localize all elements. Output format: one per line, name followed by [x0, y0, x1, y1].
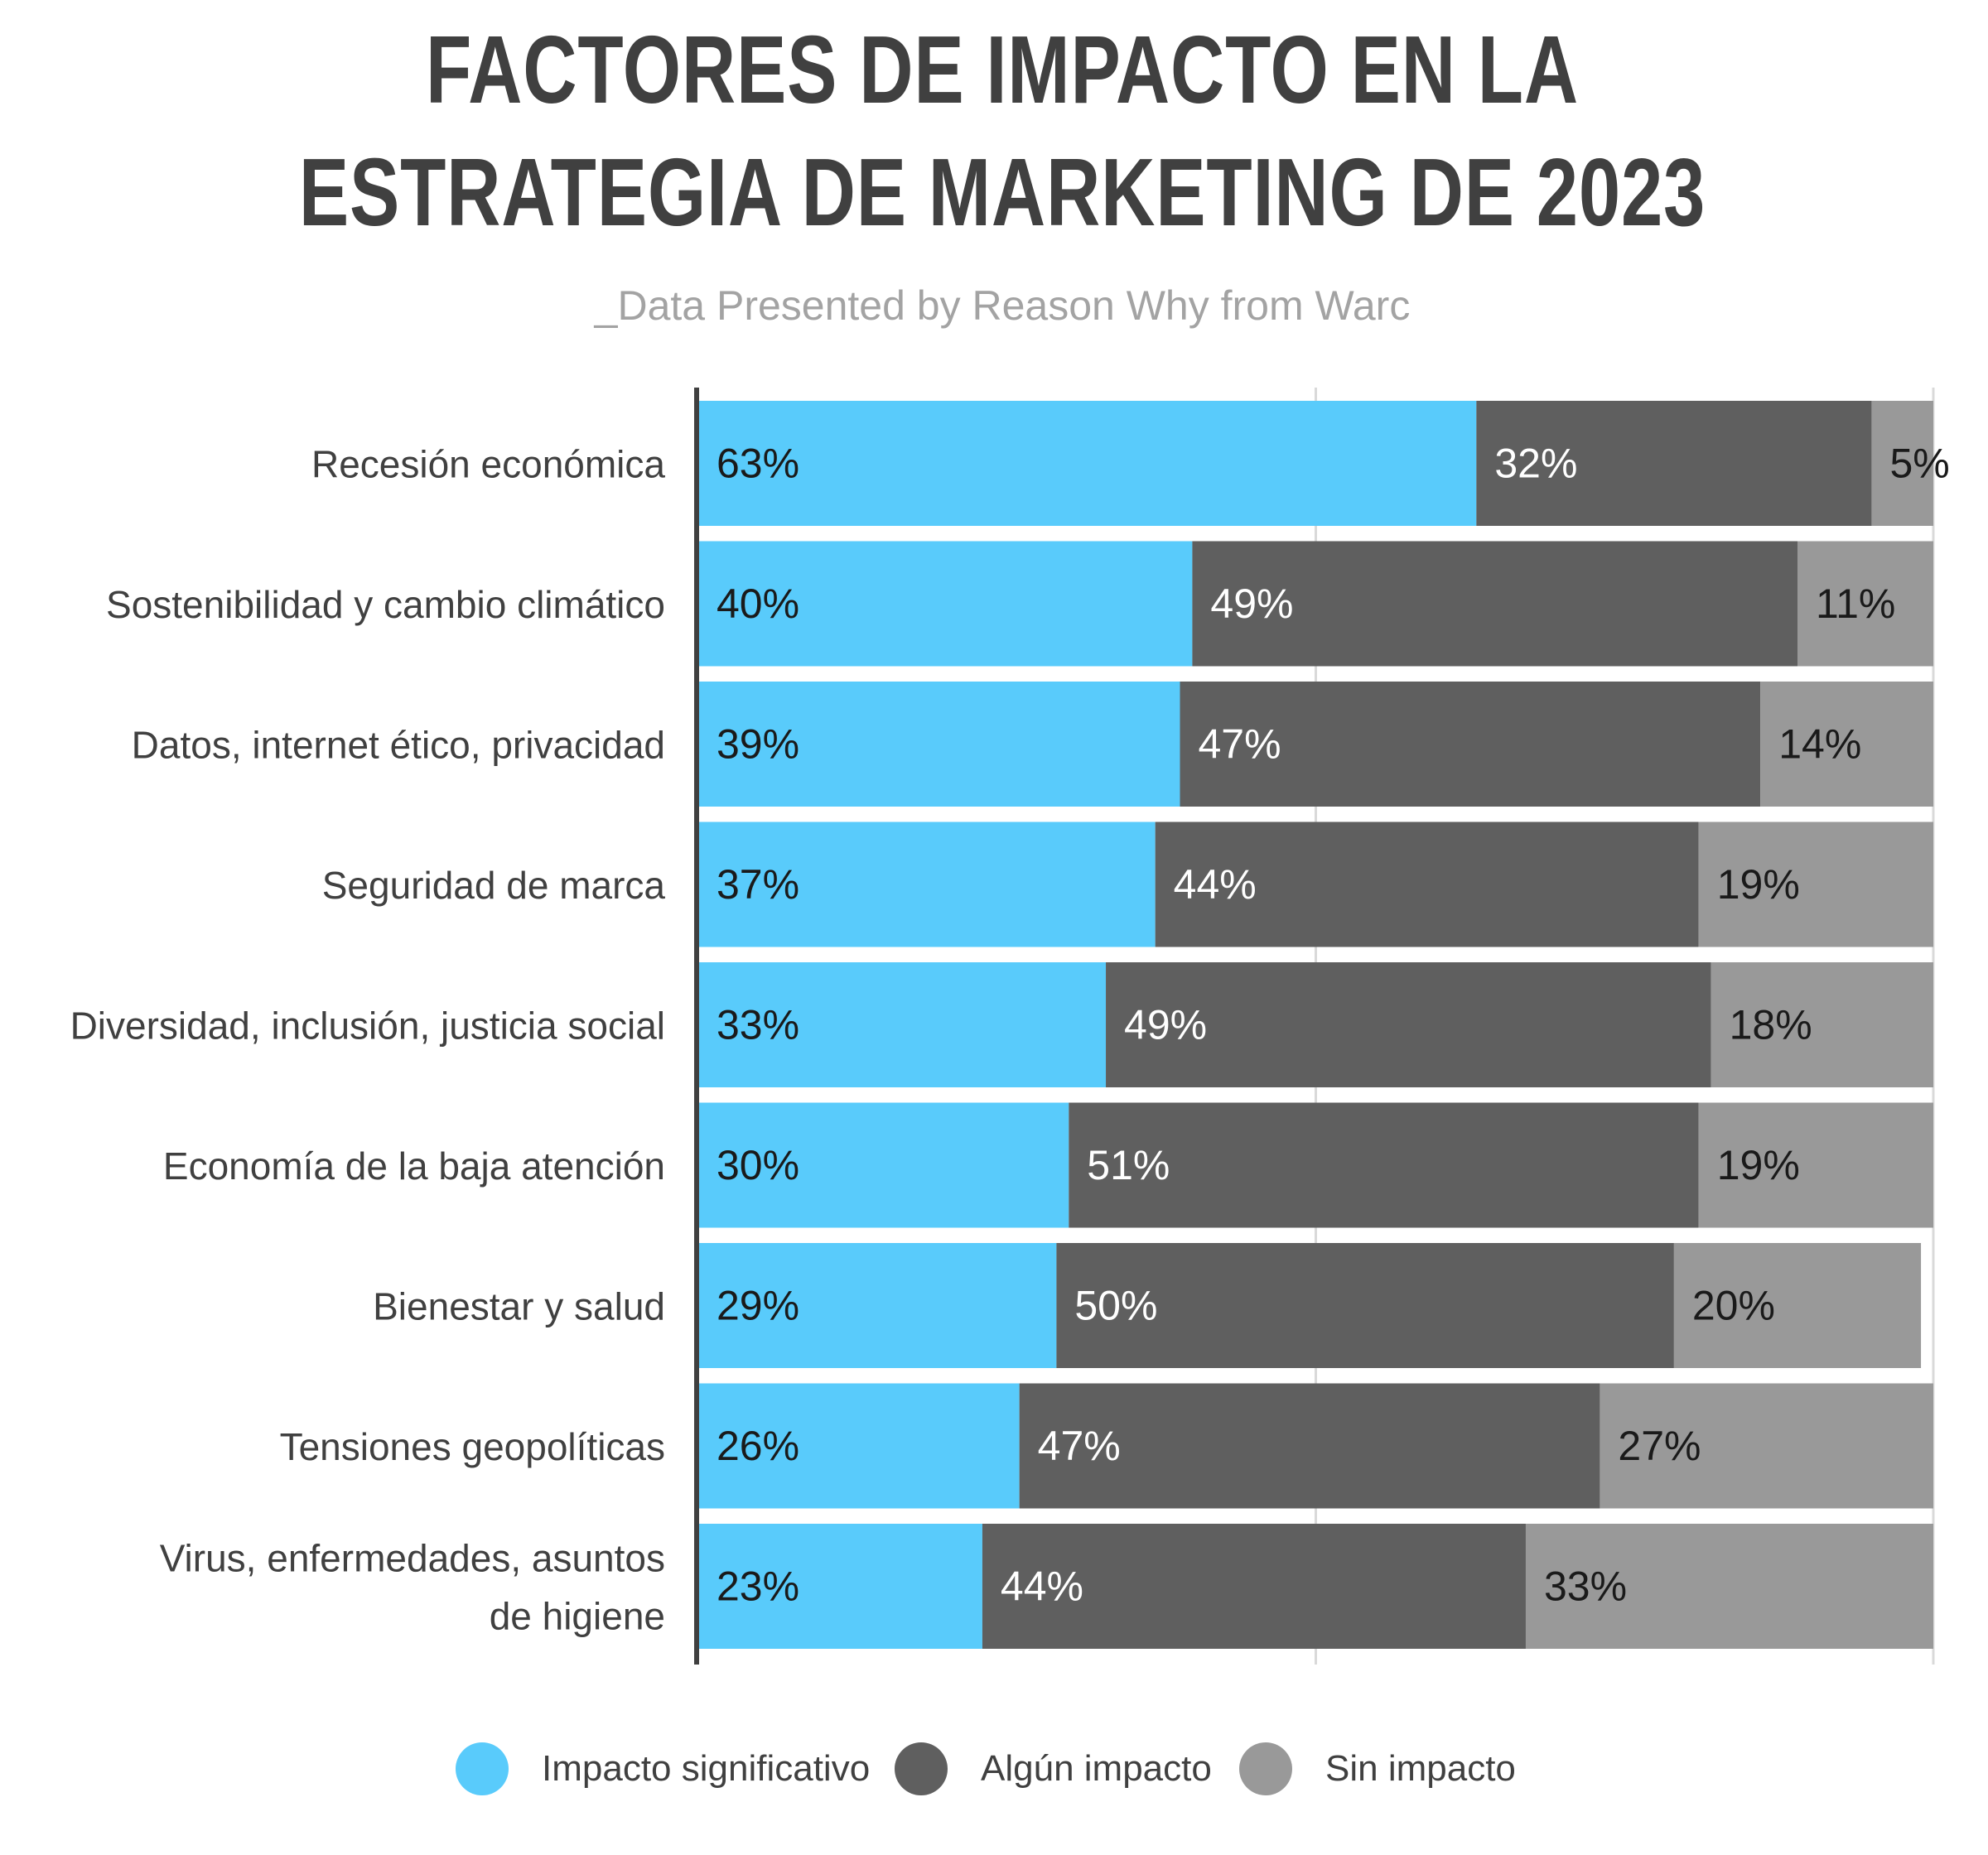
- bar-segment: [1525, 1524, 1933, 1649]
- data-label: 44%: [1001, 1564, 1083, 1610]
- bar-segment: [1698, 822, 1933, 947]
- data-label: 37%: [717, 861, 799, 908]
- bar-segment: [1476, 401, 1872, 526]
- bar-segment: [698, 1102, 1069, 1228]
- data-label: 20%: [1692, 1283, 1775, 1329]
- data-label: 51%: [1087, 1142, 1170, 1188]
- bar-segment: [1180, 682, 1761, 807]
- bar-segment: [698, 962, 1107, 1087]
- chart-title: FACTORES DE IMPACTO EN LA ESTRATEGIA DE …: [298, 16, 1706, 246]
- bar-segment: [1155, 822, 1699, 947]
- data-label: 33%: [717, 1002, 799, 1048]
- bar-segment: [698, 401, 1477, 526]
- bar-segment: [698, 541, 1193, 667]
- data-label: 44%: [1174, 861, 1257, 908]
- category-label: Virus, enfermedades, asuntos: [160, 1537, 665, 1580]
- legend-swatch: [1239, 1742, 1292, 1795]
- bar-segment: [1056, 1243, 1674, 1368]
- data-label: 14%: [1778, 721, 1861, 768]
- legend-item-sin-impacto: Sin impacto: [1239, 1736, 1516, 1802]
- data-label: 19%: [1717, 861, 1800, 908]
- data-label: 50%: [1074, 1283, 1157, 1329]
- data-label: 49%: [1210, 581, 1293, 627]
- bar-segment: [698, 1243, 1057, 1368]
- bar-segment: [1600, 1383, 1933, 1509]
- bar-segment: [1760, 682, 1933, 807]
- legend-label: Algún impacto: [981, 1748, 1212, 1789]
- data-label: 18%: [1730, 1002, 1812, 1048]
- legend-label: Impacto significativo: [542, 1748, 871, 1789]
- data-label: 32%: [1494, 441, 1577, 487]
- data-label: 49%: [1124, 1002, 1207, 1048]
- data-label: 27%: [1618, 1423, 1701, 1469]
- chart-legend: Impacto significativo Algún impacto Sin …: [0, 1736, 1988, 1802]
- bar-segment: [1698, 1102, 1933, 1228]
- data-label: 23%: [717, 1564, 799, 1610]
- legend-label: Sin impacto: [1325, 1748, 1516, 1789]
- data-label: 29%: [717, 1283, 799, 1329]
- category-label: Tensiones geopolíticas: [280, 1425, 665, 1468]
- data-label: 19%: [1717, 1142, 1800, 1188]
- bar-segment: [1106, 962, 1711, 1087]
- data-label: 11%: [1816, 581, 1895, 627]
- bar-segment: [698, 822, 1156, 947]
- bar-segment: [698, 682, 1180, 807]
- bar-segment: [698, 1524, 982, 1649]
- category-label: Bienestar y salud: [373, 1285, 665, 1328]
- data-label: 33%: [1544, 1564, 1627, 1610]
- bar-segment: [1069, 1102, 1699, 1228]
- category-label: Seguridad de marca: [322, 864, 666, 907]
- bar-segment: [1871, 401, 1933, 526]
- data-label: 63%: [717, 441, 799, 487]
- bar-segment: [982, 1524, 1526, 1649]
- bar-segment: [1192, 541, 1797, 667]
- legend-item-impacto-significativo: Impacto significativo: [456, 1736, 870, 1802]
- category-label: de higiene: [490, 1595, 665, 1638]
- bar-segment: [1019, 1383, 1600, 1509]
- category-label: Datos, internet ético, privacidad: [132, 724, 665, 767]
- legend-swatch: [456, 1742, 509, 1795]
- category-label: Economía de la baja atención: [163, 1144, 665, 1188]
- bar-segment: [698, 1383, 1020, 1509]
- data-label: 40%: [717, 581, 799, 627]
- data-label: 47%: [1038, 1423, 1121, 1469]
- data-label: 26%: [717, 1423, 799, 1469]
- data-label: 5%: [1889, 441, 1949, 487]
- category-label: Recesión económica: [311, 443, 665, 486]
- category-label: Sostenibilidad y cambio climático: [106, 583, 665, 626]
- bar-segment: [1797, 541, 1933, 667]
- data-label: 39%: [717, 721, 799, 768]
- legend-item-algun-impacto: Algún impacto: [895, 1736, 1212, 1802]
- legend-swatch: [895, 1742, 948, 1795]
- bar-segment: [1673, 1243, 1922, 1368]
- bar-segment: [1711, 962, 1933, 1087]
- data-label: 30%: [717, 1142, 799, 1188]
- category-label: Diversidad, inclusión, justicia social: [70, 1005, 665, 1048]
- chart-subtitle: _Data Presented by Reason Why from Warc: [594, 282, 1411, 329]
- data-label: 47%: [1198, 721, 1281, 768]
